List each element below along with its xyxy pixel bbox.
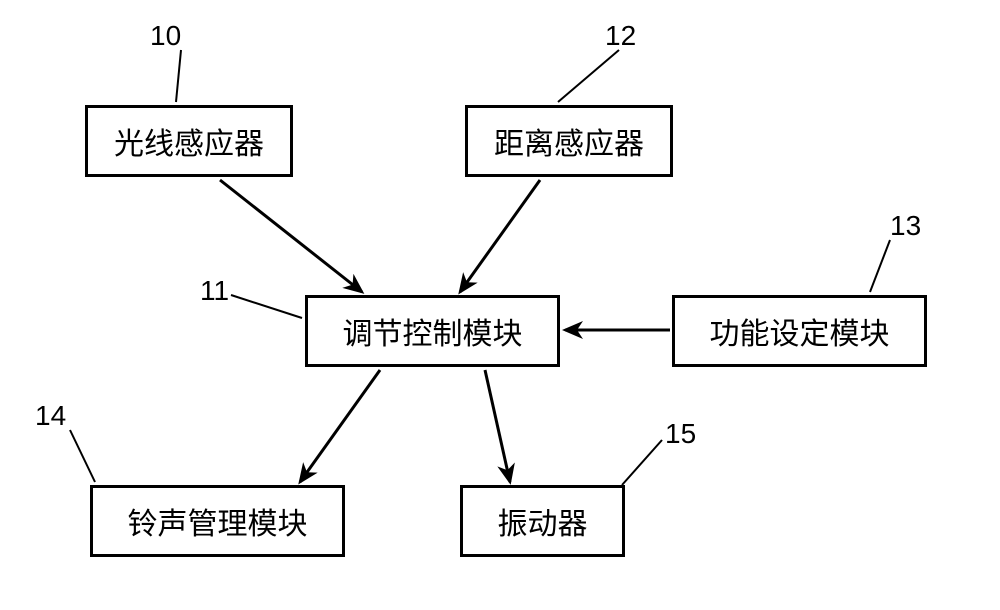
- node-control-module-text: 调节控制模块: [343, 309, 523, 353]
- label-15: 15: [665, 418, 696, 450]
- node-distance-sensor: 距离感应器: [465, 105, 673, 177]
- node-func-setting: 功能设定模块: [672, 295, 927, 367]
- node-func-setting-text: 功能设定模块: [710, 309, 890, 353]
- label-14: 14: [35, 400, 66, 432]
- node-vibrator-text: 振动器: [498, 499, 588, 543]
- node-control-module: 调节控制模块: [305, 295, 560, 367]
- node-ring-manager-text: 铃声管理模块: [128, 499, 308, 543]
- node-ring-manager: 铃声管理模块: [90, 485, 345, 557]
- label-11: 11: [200, 275, 229, 307]
- node-light-sensor: 光线感应器: [85, 105, 293, 177]
- node-light-sensor-text: 光线感应器: [114, 119, 264, 163]
- label-10: 10: [150, 20, 181, 52]
- node-distance-sensor-text: 距离感应器: [494, 119, 644, 163]
- label-13: 13: [890, 210, 921, 242]
- node-vibrator: 振动器: [460, 485, 625, 557]
- label-12: 12: [605, 20, 636, 52]
